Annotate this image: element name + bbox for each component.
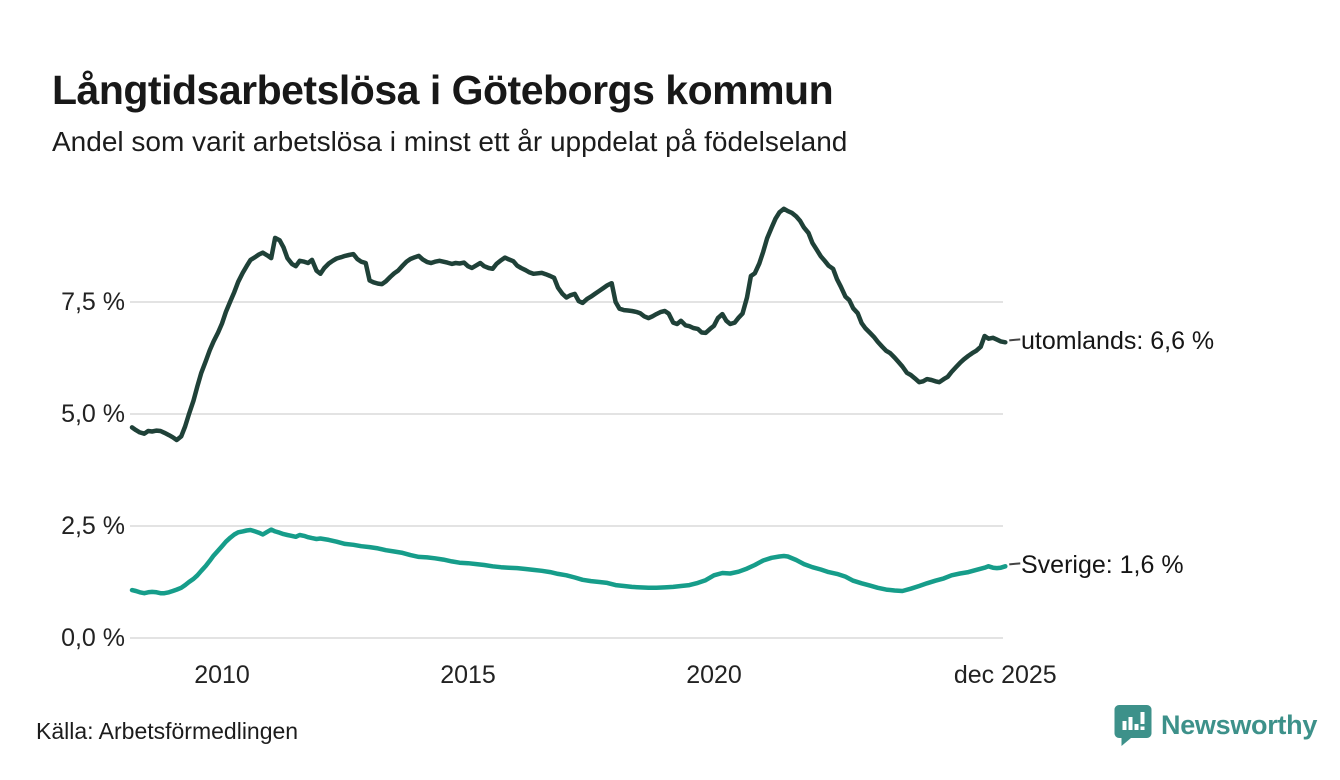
- label-connector-dash: [1009, 562, 1021, 566]
- series-end-label-utomlands: utomlands: 6,6 %: [1021, 327, 1215, 356]
- y-tick-label: 7,5 %: [61, 288, 125, 316]
- series-end-label-Sverige: Sverige: 1,6 %: [1021, 551, 1184, 580]
- x-tick-label: dec 2025: [953, 661, 1057, 689]
- source-caption: Källa: Arbetsförmedlingen: [36, 718, 299, 744]
- chart-subtitle: Andel som varit arbetslösa i minst ett å…: [52, 126, 848, 157]
- y-tick-label: 2,5 %: [61, 512, 125, 540]
- y-tick-label: 5,0 %: [61, 400, 125, 428]
- newsworthy-wordmark: Newsworthy: [1161, 710, 1318, 740]
- newsworthy-brand: Newsworthy: [1114, 704, 1317, 747]
- page-title: Långtidsarbetslösa i Göteborgs kommun: [52, 67, 834, 114]
- x-tick-label: 2020: [686, 661, 742, 689]
- series-line-Sverige: [129, 527, 1008, 596]
- series-line-utomlands: [129, 206, 1008, 443]
- newsworthy-speech-bubble-bar-chart-icon: [1114, 704, 1152, 747]
- x-tick-label: 2015: [440, 661, 496, 689]
- label-connector-dash: [1009, 338, 1021, 342]
- x-tick-label: 2010: [194, 661, 250, 689]
- y-tick-label: 0,0 %: [61, 624, 125, 652]
